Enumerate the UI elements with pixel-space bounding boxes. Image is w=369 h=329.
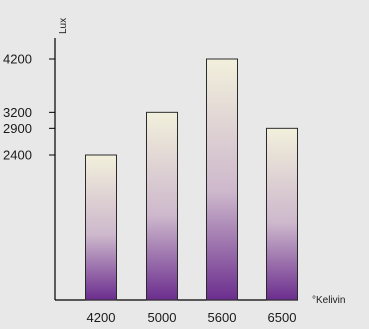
x-tick-label: 6500	[268, 310, 297, 325]
x-tick-label: 5000	[148, 310, 177, 325]
bar-5600	[206, 58, 238, 301]
x-tick-label: 5600	[208, 310, 237, 325]
bar-5000	[146, 111, 178, 301]
bar-4200	[85, 154, 117, 301]
y-tick-label: 4200	[3, 52, 32, 67]
y-tick-label: 2400	[3, 148, 32, 163]
y-axis-title: Lux	[58, 18, 69, 34]
x-tick-label: 4200	[87, 310, 116, 325]
x-axis-title: °Kelivin	[312, 295, 345, 306]
y-tick-label: 3200	[3, 105, 32, 120]
y-tick-label: 2900	[3, 121, 32, 136]
bar-6500	[266, 127, 298, 301]
